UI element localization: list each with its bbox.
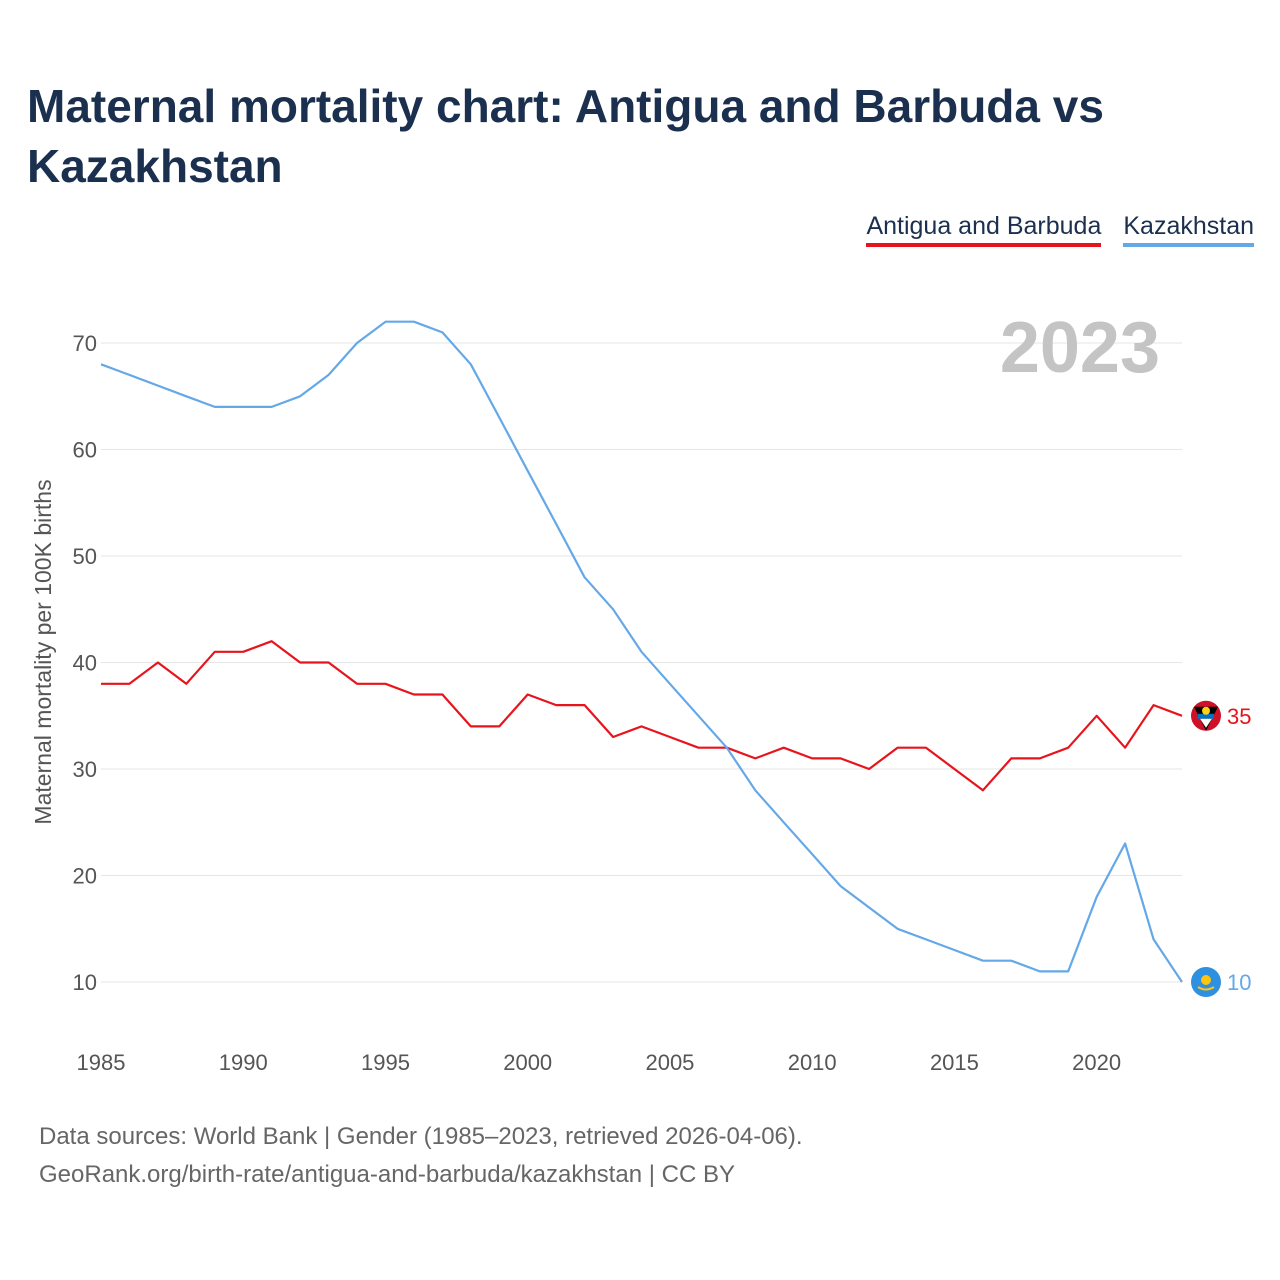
series-line-antigua — [101, 640, 1183, 792]
end-label-antigua: 35 — [1227, 704, 1251, 729]
series-line-kazakhstan — [100, 320, 1183, 983]
flag-kazakhstan-icon — [1191, 967, 1221, 997]
flag-antigua-icon — [1191, 700, 1221, 731]
x-tick-label: 1985 — [77, 1050, 126, 1075]
y-tick-label: 50 — [73, 544, 97, 569]
y-tick-label: 30 — [73, 757, 97, 782]
footer-source: Data sources: World Bank | Gender (1985–… — [39, 1123, 803, 1150]
y-tick-label: 70 — [73, 331, 97, 356]
x-tick-label: 2005 — [645, 1050, 694, 1075]
x-tick-label: 1995 — [361, 1050, 410, 1075]
footer-link[interactable]: GeoRank.org/birth-rate/antigua-and-barbu… — [39, 1161, 735, 1188]
y-tick-label: 60 — [73, 438, 97, 463]
legend-item-antigua[interactable]: Antigua and Barbuda — [866, 212, 1102, 247]
y-tick-label: 40 — [73, 651, 97, 676]
x-tick-label: 2015 — [930, 1050, 979, 1075]
x-tick-label: 2020 — [1072, 1050, 1121, 1075]
x-tick-label: 1990 — [219, 1050, 268, 1075]
year-watermark: 2023 — [1000, 308, 1160, 388]
x-tick-label: 2000 — [503, 1050, 552, 1075]
y-tick-label: 10 — [73, 970, 97, 995]
x-tick-label: 2010 — [788, 1050, 837, 1075]
end-label-kazakhstan: 10 — [1227, 970, 1251, 995]
legend-item-kazakhstan[interactable]: Kazakhstan — [1123, 212, 1254, 247]
y-tick-label: 20 — [73, 864, 97, 889]
legend: Antigua and Barbuda Kazakhstan — [866, 212, 1254, 247]
footer: Data sources: World Bank | Gender (1985–… — [39, 1118, 803, 1194]
chart-title: Maternal mortality chart: Antigua and Ba… — [27, 80, 1104, 192]
y-axis-label: Maternal mortality per 100K births — [30, 479, 56, 824]
